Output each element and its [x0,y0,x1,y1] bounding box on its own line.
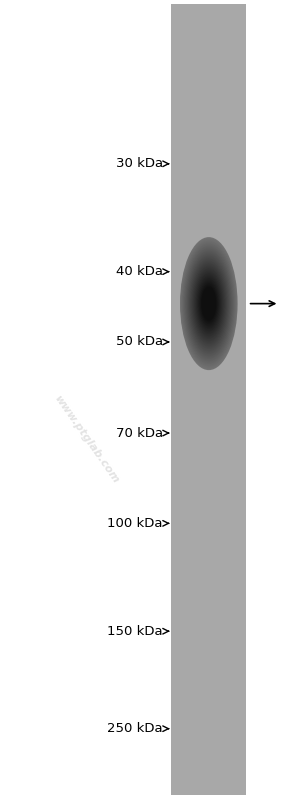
Text: 250 kDa: 250 kDa [107,722,163,735]
Ellipse shape [198,280,219,328]
Ellipse shape [197,276,221,332]
Ellipse shape [187,255,230,352]
Ellipse shape [187,253,231,354]
Ellipse shape [184,247,233,360]
Ellipse shape [201,286,217,321]
Text: 70 kDa: 70 kDa [115,427,163,439]
Ellipse shape [194,269,223,338]
Ellipse shape [200,284,217,323]
Ellipse shape [193,267,225,340]
Ellipse shape [186,251,232,356]
Text: 100 kDa: 100 kDa [107,517,163,530]
Ellipse shape [202,287,216,320]
Ellipse shape [182,240,236,367]
Ellipse shape [196,275,221,332]
Ellipse shape [192,264,226,343]
Ellipse shape [189,258,228,349]
Text: 150 kDa: 150 kDa [107,625,163,638]
Ellipse shape [184,246,234,361]
Ellipse shape [182,242,236,365]
Ellipse shape [191,262,227,345]
Ellipse shape [183,244,235,364]
Ellipse shape [197,277,220,330]
Ellipse shape [195,272,222,336]
Text: 40 kDa: 40 kDa [116,265,163,278]
Ellipse shape [183,244,234,363]
Ellipse shape [196,273,222,334]
Ellipse shape [188,256,230,352]
Ellipse shape [190,260,227,347]
Bar [171,4,246,795]
Ellipse shape [181,240,236,368]
Ellipse shape [198,278,220,329]
Ellipse shape [200,284,218,324]
Ellipse shape [195,271,223,336]
Ellipse shape [199,280,219,327]
Ellipse shape [199,282,218,325]
Ellipse shape [180,237,238,370]
Ellipse shape [181,238,237,369]
Text: www.ptglab.com: www.ptglab.com [52,394,121,485]
Text: 30 kDa: 30 kDa [115,157,163,170]
Text: 50 kDa: 50 kDa [115,336,163,348]
Ellipse shape [185,248,233,359]
Ellipse shape [189,257,229,350]
Ellipse shape [187,252,231,356]
Ellipse shape [190,260,228,348]
Ellipse shape [192,266,225,341]
Ellipse shape [185,249,232,358]
Ellipse shape [191,264,226,344]
Ellipse shape [194,268,224,339]
